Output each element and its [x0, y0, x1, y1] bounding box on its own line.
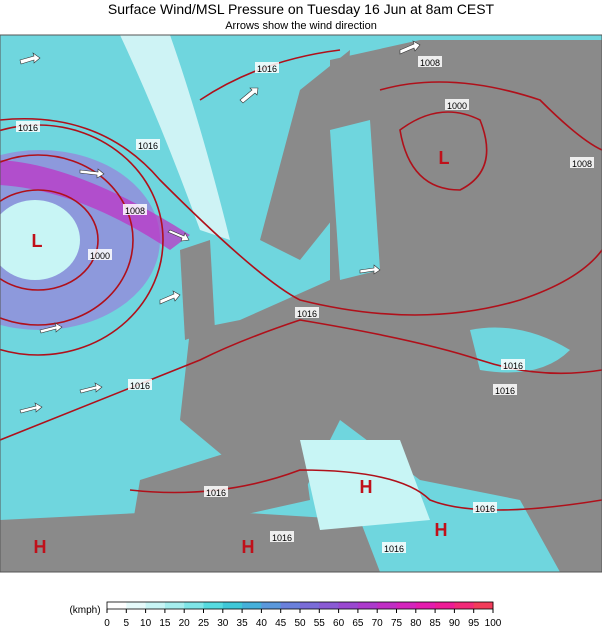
- subtitle: Arrows show the wind direction: [225, 20, 377, 32]
- pressure-center: L: [439, 148, 450, 168]
- isobar-label: 1008: [125, 206, 145, 216]
- land: [0, 510, 380, 572]
- colorbar-tick-label: 5: [124, 618, 130, 629]
- isobar-label-bg: [123, 204, 147, 215]
- colorbar-swatch: [357, 602, 378, 609]
- isobar-label: 1016: [18, 123, 38, 133]
- colorbar-tick-label: 40: [256, 618, 268, 629]
- colorbar-tick-label: 75: [391, 618, 403, 629]
- pressure-center: H: [360, 477, 373, 497]
- colorbar-tick-label: 0: [104, 618, 110, 629]
- colorbar-tick-label: 45: [275, 618, 287, 629]
- isobar-label-bg: [473, 502, 497, 513]
- colorbar-swatch: [454, 602, 475, 609]
- wind-zone: [120, 35, 230, 240]
- isobar-label-bg: [255, 62, 279, 73]
- title: Surface Wind/MSL Pressure on Tuesday 16 …: [108, 1, 495, 17]
- colorbar-swatch: [435, 602, 455, 609]
- colorbar-swatch: [396, 602, 417, 609]
- colorbar-tick-label: 100: [485, 618, 502, 629]
- isobar-label-bg: [136, 139, 160, 150]
- isobar-label: 1016: [495, 386, 515, 396]
- map-frame: [0, 34, 602, 573]
- colorbar-tick-label: 70: [372, 618, 384, 629]
- colorbar-swatch: [145, 602, 166, 609]
- colorbar-swatch: [242, 602, 262, 609]
- isobar-label: 1016: [206, 488, 226, 498]
- isobar-label: 1016: [130, 381, 150, 391]
- isobar-label-bg: [88, 249, 112, 260]
- isobar-label: 1016: [272, 533, 292, 543]
- isobar-label: 1008: [572, 159, 592, 169]
- sea: [330, 120, 380, 280]
- colorbar-swatch: [319, 602, 340, 609]
- colorbar-swatch: [164, 602, 185, 609]
- colorbar-tick-label: 30: [217, 618, 229, 629]
- colorbar-tick-label: 95: [468, 618, 480, 629]
- colorbar-swatch: [184, 602, 204, 609]
- wind-zone: [0, 160, 190, 250]
- colorbar-tick-label: 10: [140, 618, 152, 629]
- sea: [470, 327, 570, 373]
- colorbar-tick-label: 60: [333, 618, 345, 629]
- isobar-label-bg: [493, 384, 517, 395]
- isobar-label-bg: [382, 542, 406, 553]
- isobar-label: 1016: [384, 544, 404, 554]
- colorbar-swatch: [473, 602, 494, 609]
- colorbar-swatch: [107, 602, 127, 609]
- isobar-label-bg: [501, 359, 525, 370]
- map: 1016 1016 1008 1000 1016 1016 1016 1016 1016 1016…: [0, 35, 602, 572]
- colorbar-swatch: [377, 602, 397, 609]
- colorbar-swatch: [222, 602, 243, 609]
- isobar-label: 1016: [503, 361, 523, 371]
- isobar-label-bg: [445, 99, 469, 110]
- pressure-center: H: [34, 537, 47, 557]
- pressure-center: L: [32, 231, 43, 251]
- colorbar-swatch: [338, 602, 359, 609]
- colorbar-tick-label: 50: [294, 618, 306, 629]
- pressure-center: H: [242, 537, 255, 557]
- wind-zone: [0, 200, 80, 280]
- wind-arrows: [19, 40, 421, 414]
- pressure-center: H: [435, 520, 448, 540]
- isobar-label-bg: [295, 307, 319, 318]
- isobar-label-bg: [270, 531, 294, 542]
- colorbar-tick-label: 90: [449, 618, 461, 629]
- isobar-label: 1000: [447, 101, 467, 111]
- isobar-label-bg: [570, 157, 594, 168]
- colorbar-tick-label: 20: [179, 618, 191, 629]
- colorbar-swatch: [300, 602, 320, 609]
- colorbar-swatch: [280, 602, 301, 609]
- colorbar-swatch: [261, 602, 282, 609]
- isobar-label-bg: [418, 56, 442, 67]
- isobar-label-bg: [128, 379, 152, 390]
- isobar-label: 1016: [138, 141, 158, 151]
- land: [180, 240, 215, 340]
- colorbar-swatch: [415, 602, 436, 609]
- colorbar-swatch: [203, 602, 224, 609]
- colorbar-swatch: [126, 602, 147, 609]
- isobar-label-bg: [16, 121, 40, 132]
- isobar-label: 1016: [297, 309, 317, 319]
- colorbar-tick-label: 25: [198, 618, 210, 629]
- colorbar-tick-label: 15: [159, 618, 171, 629]
- colorbar-tick-label: 55: [314, 618, 326, 629]
- colorbar-tick-label: 80: [410, 618, 422, 629]
- legend-unit: (kmph): [69, 605, 100, 616]
- land: [260, 50, 350, 260]
- isobar-label-bg: [204, 486, 228, 497]
- colorbar-tick-label: 35: [237, 618, 249, 629]
- colorbar-tick-label: 85: [430, 618, 442, 629]
- sea: [300, 440, 430, 530]
- map-labels: 1016 1016 1008 1000 1016 1016 1016 1016 1016 1016…: [16, 56, 594, 557]
- isobar-label: 1008: [420, 58, 440, 68]
- colorbar-tick-label: 65: [352, 618, 364, 629]
- isobar-label: 1016: [475, 504, 495, 514]
- isobar-label: 1000: [90, 251, 110, 261]
- isobar-label: 1016: [257, 64, 277, 74]
- colorbar: 0 5 10 15 20 25 30 35 40 45 50 55 60 65 70 75 80 85 90 95 10…: [104, 601, 502, 629]
